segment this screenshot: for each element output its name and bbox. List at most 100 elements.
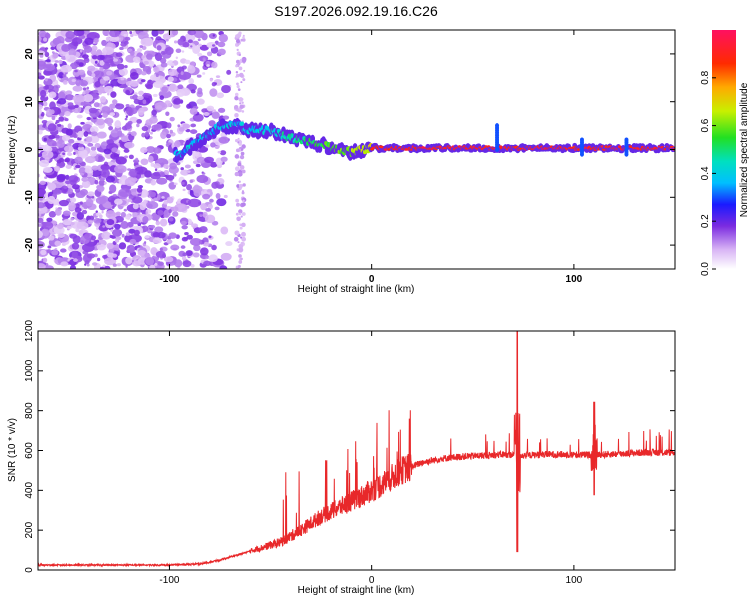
x-tick-label: -100 — [159, 575, 179, 586]
noise-blob — [42, 166, 53, 173]
noise-blob — [153, 66, 160, 73]
noise-blob — [112, 263, 117, 267]
noise-blob — [200, 203, 207, 211]
noise-blob — [103, 181, 107, 185]
x-tick-label: -100 — [159, 274, 179, 285]
noise-blob — [235, 148, 240, 153]
noise-blob — [241, 110, 245, 113]
noise-blob — [65, 157, 70, 163]
noise-blob — [132, 203, 139, 210]
noise-blob — [210, 142, 216, 148]
noise-blob — [209, 198, 214, 203]
noise-blob — [38, 129, 43, 135]
noise-blob — [80, 101, 85, 106]
noise-blob — [99, 66, 104, 72]
noise-blob — [124, 177, 136, 187]
spectrogram-marks — [38, 30, 675, 269]
noise-blob — [234, 171, 239, 177]
noise-blob — [151, 124, 159, 131]
noise-blob — [83, 204, 88, 210]
noise-blob — [88, 215, 95, 221]
noise-blob — [173, 40, 178, 44]
noise-blob — [68, 202, 76, 211]
noise-blob — [192, 45, 201, 55]
noise-blob — [76, 114, 83, 119]
noise-blob — [55, 208, 62, 216]
noise-blob — [76, 221, 89, 230]
noise-blob — [136, 123, 140, 128]
noise-blob — [168, 83, 178, 92]
noise-blob — [48, 235, 55, 241]
noise-blob — [138, 90, 144, 96]
noise-blob — [75, 79, 82, 87]
x-tick-label: 100 — [566, 575, 583, 586]
noise-blob — [192, 113, 204, 122]
noise-blob — [102, 54, 114, 64]
noise-blob — [57, 98, 67, 105]
y-tick-label: 0 — [24, 146, 35, 152]
noise-blob — [239, 223, 242, 227]
colorbar-tick-label: 0.0 — [700, 262, 711, 276]
noise-blob — [38, 72, 42, 77]
y-tick-label: 1000 — [24, 359, 35, 382]
noise-blob — [65, 128, 73, 136]
noise-blob — [74, 156, 83, 164]
noise-blob — [203, 111, 210, 116]
noise-blob — [208, 235, 212, 239]
noise-blob — [109, 184, 117, 194]
noise-blob — [182, 123, 191, 129]
noise-blob — [236, 82, 239, 86]
noise-blob — [242, 36, 245, 39]
noise-blob — [91, 55, 98, 60]
noise-blob — [242, 199, 245, 203]
noise-blob — [66, 152, 73, 156]
noise-blob — [125, 122, 132, 130]
noise-blob — [124, 65, 128, 69]
noise-blob — [216, 92, 225, 99]
noise-blob — [149, 131, 153, 135]
noise-blob — [60, 261, 69, 267]
noise-blob — [95, 210, 98, 214]
noise-blob — [85, 198, 94, 207]
noise-blob — [125, 115, 129, 119]
noise-blob — [226, 69, 232, 75]
noise-blob — [46, 139, 57, 147]
noise-blob — [75, 164, 81, 169]
noise-blob — [101, 231, 112, 240]
noise-blob — [177, 84, 184, 90]
noise-blob — [62, 210, 71, 217]
noise-blob — [206, 64, 210, 67]
noise-blob — [211, 181, 219, 189]
noise-blob — [241, 212, 246, 216]
noise-blob — [83, 94, 94, 103]
noise-blob — [241, 190, 245, 193]
noise-blob — [103, 76, 110, 81]
noise-blob — [101, 39, 107, 47]
noise-blob — [241, 231, 246, 237]
noise-blob — [46, 217, 53, 222]
noise-blob — [206, 51, 213, 57]
noise-blob — [86, 263, 90, 267]
noise-blob — [112, 194, 117, 197]
noise-blob — [187, 30, 197, 36]
noise-blob — [62, 152, 66, 156]
noise-blob — [217, 107, 226, 113]
noise-blob — [111, 147, 118, 153]
noise-blob — [129, 168, 137, 178]
noise-blob — [238, 31, 242, 35]
noise-blob — [54, 60, 59, 63]
noise-blob — [234, 230, 240, 236]
noise-blob — [238, 62, 241, 66]
noise-blob — [43, 78, 53, 86]
noise-blob — [54, 165, 61, 172]
noise-blob — [215, 193, 221, 199]
noise-blob — [133, 92, 138, 96]
noise-blob — [237, 137, 240, 140]
noise-blob — [234, 166, 240, 172]
noise-blob — [72, 37, 83, 45]
noise-blob — [166, 122, 172, 129]
noise-blob — [67, 102, 74, 107]
noise-blob — [237, 188, 240, 191]
noise-blob — [159, 57, 167, 64]
noise-blob — [82, 54, 89, 59]
